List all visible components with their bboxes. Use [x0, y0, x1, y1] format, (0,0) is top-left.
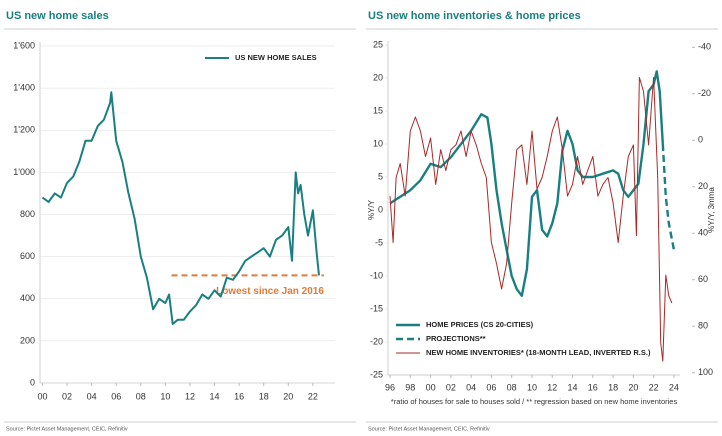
- x-tick-label: 02: [446, 382, 456, 392]
- x-tick-label: 16: [234, 391, 244, 401]
- x-tick-label: 18: [608, 382, 618, 392]
- x-tick-label: 10: [160, 391, 170, 401]
- footnote: *ratio of houses for sale to houses sold…: [391, 397, 678, 406]
- y2-tick-label: 20: [698, 181, 708, 191]
- y-tick-label: 1'200: [13, 125, 35, 135]
- y-tick-label: 600: [20, 251, 35, 261]
- y-tick-label: 1'400: [13, 83, 35, 93]
- y-tick-label: 5: [378, 171, 383, 181]
- y2-tick-label: 60: [698, 274, 708, 284]
- x-tick-label: 02: [62, 391, 72, 401]
- y-axis-label: %Y/Y: [367, 199, 376, 220]
- y-tick-label: -20: [370, 336, 383, 346]
- x-tick-label: 00: [426, 382, 436, 392]
- y-tick-label: 800: [20, 209, 35, 219]
- x-tick-label: 06: [111, 391, 121, 401]
- x-tick-label: 24: [669, 382, 679, 392]
- x-tick-label: 22: [308, 391, 318, 401]
- y2-tick-label: 80: [698, 321, 708, 331]
- x-tick-label: 96: [385, 382, 395, 392]
- y-tick-label: 200: [20, 335, 35, 345]
- series-line: [661, 143, 676, 250]
- y2-tick-label: 40: [698, 228, 708, 238]
- y-tick-label: -15: [370, 303, 383, 313]
- y-tick-label: 0: [378, 204, 383, 214]
- legend-label: US NEW HOME SALES: [235, 53, 317, 62]
- y-tick-label: -5: [375, 237, 383, 247]
- y-tick-label: -10: [370, 270, 383, 280]
- y2-tick-label: -40: [698, 42, 711, 52]
- y-tick-label: 400: [20, 293, 35, 303]
- y2-axis-label: %Y/Y, 3mma: [707, 187, 716, 233]
- x-tick-label: 06: [486, 382, 496, 392]
- x-tick-label: 14: [568, 382, 578, 392]
- source: Source: Pictet Asset Management, CEIC, R…: [368, 426, 490, 432]
- series-line: [389, 77, 673, 362]
- x-tick-label: 20: [628, 382, 638, 392]
- y-tick-label: 10: [373, 138, 383, 148]
- y-tick-label: 20: [373, 72, 383, 82]
- chart-title: US new home inventories & home prices: [368, 10, 581, 22]
- source: Source: Pictet Asset Management, CEIC, R…: [6, 426, 128, 432]
- x-tick-label: 16: [588, 382, 598, 392]
- y2-tick-label: 0: [698, 135, 703, 145]
- legend-label: HOME PRICES (CS 20-CITIES): [426, 320, 534, 329]
- legend-label: PROJECTIONS**: [426, 334, 486, 343]
- y-tick-label: 1'000: [13, 167, 35, 177]
- series-line: [41, 91, 320, 325]
- y-tick-label: 0: [30, 377, 35, 387]
- y-tick-label: -25: [370, 369, 383, 379]
- x-tick-label: 18: [259, 391, 269, 401]
- x-tick-label: 04: [466, 382, 476, 392]
- x-tick-label: 20: [283, 391, 293, 401]
- x-tick-label: 04: [87, 391, 97, 401]
- x-tick-label: 98: [405, 382, 415, 392]
- x-tick-label: 08: [136, 391, 146, 401]
- x-tick-label: 12: [547, 382, 557, 392]
- annotation: Lowest since Jan 2016: [216, 286, 324, 297]
- x-tick-label: 14: [210, 391, 220, 401]
- x-tick-label: 10: [527, 382, 537, 392]
- y-tick-label: 1'600: [13, 40, 35, 50]
- y2-tick-label: -20: [698, 88, 711, 98]
- x-tick-label: 00: [37, 391, 47, 401]
- x-tick-label: 22: [649, 382, 659, 392]
- legend-label: NEW HOME INVENTORIES* (18-MONTH LEAD, IN…: [426, 348, 651, 357]
- y-tick-label: 15: [373, 105, 383, 115]
- chart-title: US new home sales: [6, 10, 109, 22]
- x-tick-label: 12: [185, 391, 195, 401]
- y2-tick-label: 100: [698, 367, 713, 377]
- y-tick-label: 25: [373, 39, 383, 49]
- x-tick-label: 08: [507, 382, 517, 392]
